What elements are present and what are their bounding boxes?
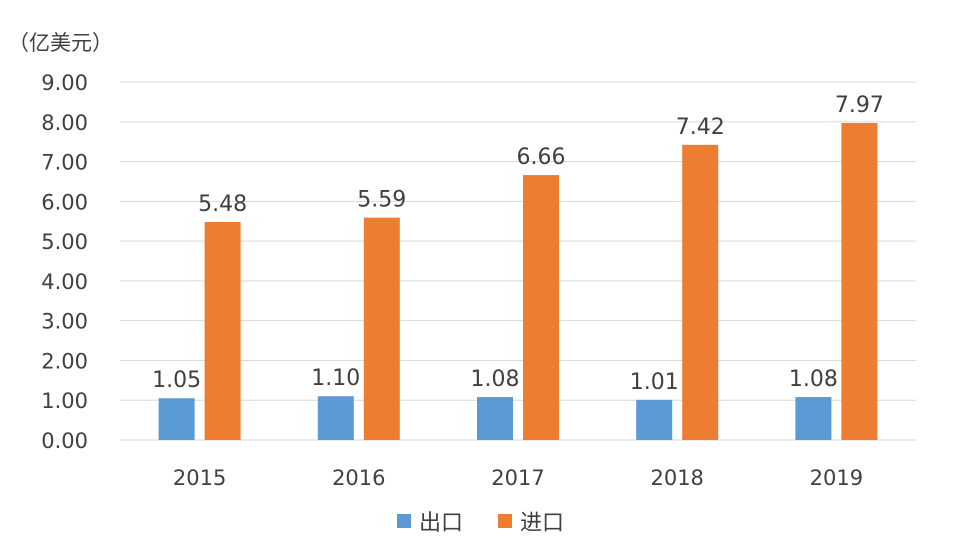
bars: 1.05 5.48 1.10 5.59 1.08 6.66 1.01 7.42 1.08 7.97: [152, 93, 884, 441]
legend-swatch: [498, 514, 512, 528]
bar-import-2018: [682, 144, 719, 441]
x-tick-label: 2016: [332, 466, 385, 490]
y-tick-label: 6.00: [41, 190, 88, 214]
y-tick-labels: 0.00 1.00 2.00 3.00 4.00 5.00 6.00 7.00 8.00 9.00: [41, 71, 88, 453]
x-tick-label: 2019: [810, 466, 863, 490]
bar-export-2015: [158, 398, 195, 440]
data-label: 7.42: [676, 115, 725, 140]
data-label: 5.59: [357, 188, 406, 213]
data-label: 7.97: [835, 93, 884, 118]
x-tick-label: 2015: [173, 466, 226, 490]
y-tick-label: 1.00: [41, 389, 88, 413]
data-label: 6.66: [517, 145, 566, 170]
legend-label: 出口: [419, 511, 463, 536]
y-tick-label: 3.00: [41, 310, 88, 334]
y-tick-label: 9.00: [41, 71, 88, 95]
y-tick-label: 2.00: [41, 349, 88, 373]
data-label: 1.08: [789, 367, 838, 392]
bar-export-2019: [795, 397, 832, 440]
x-tick-label: 2018: [650, 466, 703, 490]
legend-swatch: [397, 514, 411, 528]
bar-import-2019: [841, 122, 878, 441]
y-tick-label: 8.00: [41, 111, 88, 135]
bar-import-2016: [363, 217, 400, 440]
bar-export-2016: [317, 396, 354, 440]
y-tick-label: 7.00: [41, 151, 88, 175]
bar-import-2015: [204, 222, 241, 440]
data-label: 1.01: [630, 370, 679, 395]
legend-label: 进口: [520, 511, 564, 536]
legend: 出口 进口: [397, 511, 564, 536]
bar-import-2017: [523, 175, 559, 440]
bar-export-2018: [636, 399, 673, 440]
data-label: 5.48: [198, 192, 247, 217]
x-tick-label: 2017: [491, 466, 544, 490]
y-tick-label: 0.00: [41, 429, 88, 453]
gridlines: [120, 81, 916, 441]
data-label: 1.08: [471, 367, 520, 392]
bar-export-2017: [477, 397, 513, 440]
y-tick-label: 4.00: [41, 270, 88, 294]
x-tick-labels: 2015 2016 2017 2018 2019: [173, 466, 863, 490]
data-label: 1.05: [152, 368, 201, 393]
data-label: 1.10: [311, 366, 360, 391]
y-axis-unit-label: （亿美元）: [8, 31, 113, 55]
y-tick-label: 5.00: [41, 230, 88, 254]
